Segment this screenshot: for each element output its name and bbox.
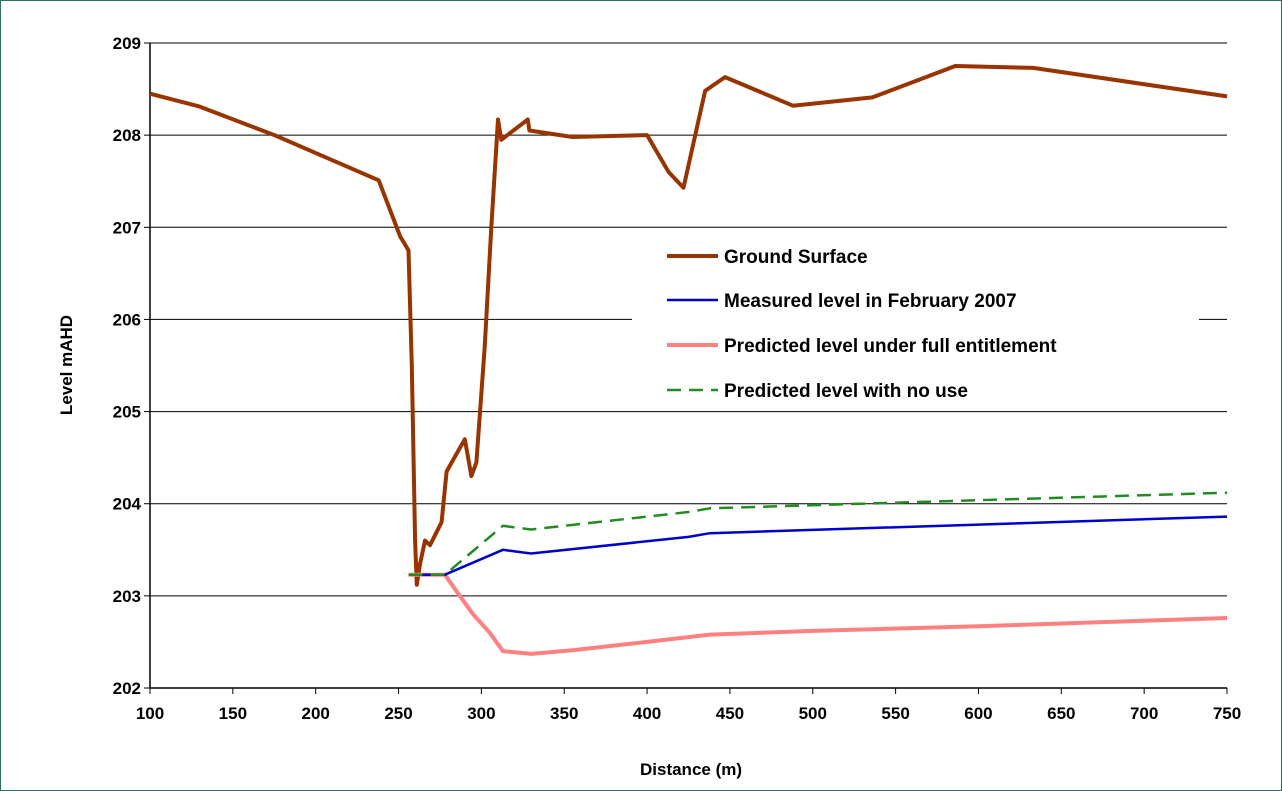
x-tick-label: 100 bbox=[136, 704, 164, 723]
y-axis-title: Level mAHD bbox=[57, 315, 76, 415]
series-line-predicted-level-with-no-use bbox=[408, 491, 1228, 576]
x-tick-label: 150 bbox=[219, 704, 247, 723]
x-tick-label: 450 bbox=[716, 704, 744, 723]
x-tick-label: 600 bbox=[964, 704, 992, 723]
x-tick-label: 300 bbox=[467, 704, 495, 723]
series-line-measured-level-in-february-2007 bbox=[408, 515, 1228, 576]
y-tick-label: 205 bbox=[113, 403, 141, 422]
legend-label: Measured level in February 2007 bbox=[724, 291, 1017, 312]
x-tick-label: 400 bbox=[633, 704, 661, 723]
x-tick-label: 250 bbox=[384, 704, 412, 723]
series-line-ground-surface bbox=[149, 64, 1228, 587]
legend-box bbox=[632, 234, 1199, 410]
y-tick-label: 202 bbox=[113, 679, 141, 698]
y-tick-label: 206 bbox=[113, 310, 141, 329]
legend-label: Predicted level under full entitlement bbox=[724, 336, 1057, 357]
series-line-predicted-level-under-full-entitlement bbox=[408, 572, 1228, 656]
x-tick-label: 500 bbox=[799, 704, 827, 723]
y-tick-label: 208 bbox=[113, 126, 141, 145]
x-tick-label: 750 bbox=[1213, 704, 1241, 723]
y-tick-label: 209 bbox=[113, 34, 141, 53]
x-tick-label: 550 bbox=[881, 704, 909, 723]
x-tick-label: 700 bbox=[1130, 704, 1158, 723]
y-tick-label: 207 bbox=[113, 218, 141, 237]
x-tick-label: 200 bbox=[302, 704, 330, 723]
y-tick-label: 203 bbox=[113, 587, 141, 606]
legend-label: Ground Surface bbox=[724, 247, 868, 268]
x-tick-label: 650 bbox=[1047, 704, 1075, 723]
legend-label: Predicted level with no use bbox=[724, 381, 968, 402]
x-axis-title: Distance (m) bbox=[640, 760, 742, 779]
x-tick-label: 350 bbox=[550, 704, 578, 723]
y-tick-label: 204 bbox=[113, 495, 142, 514]
